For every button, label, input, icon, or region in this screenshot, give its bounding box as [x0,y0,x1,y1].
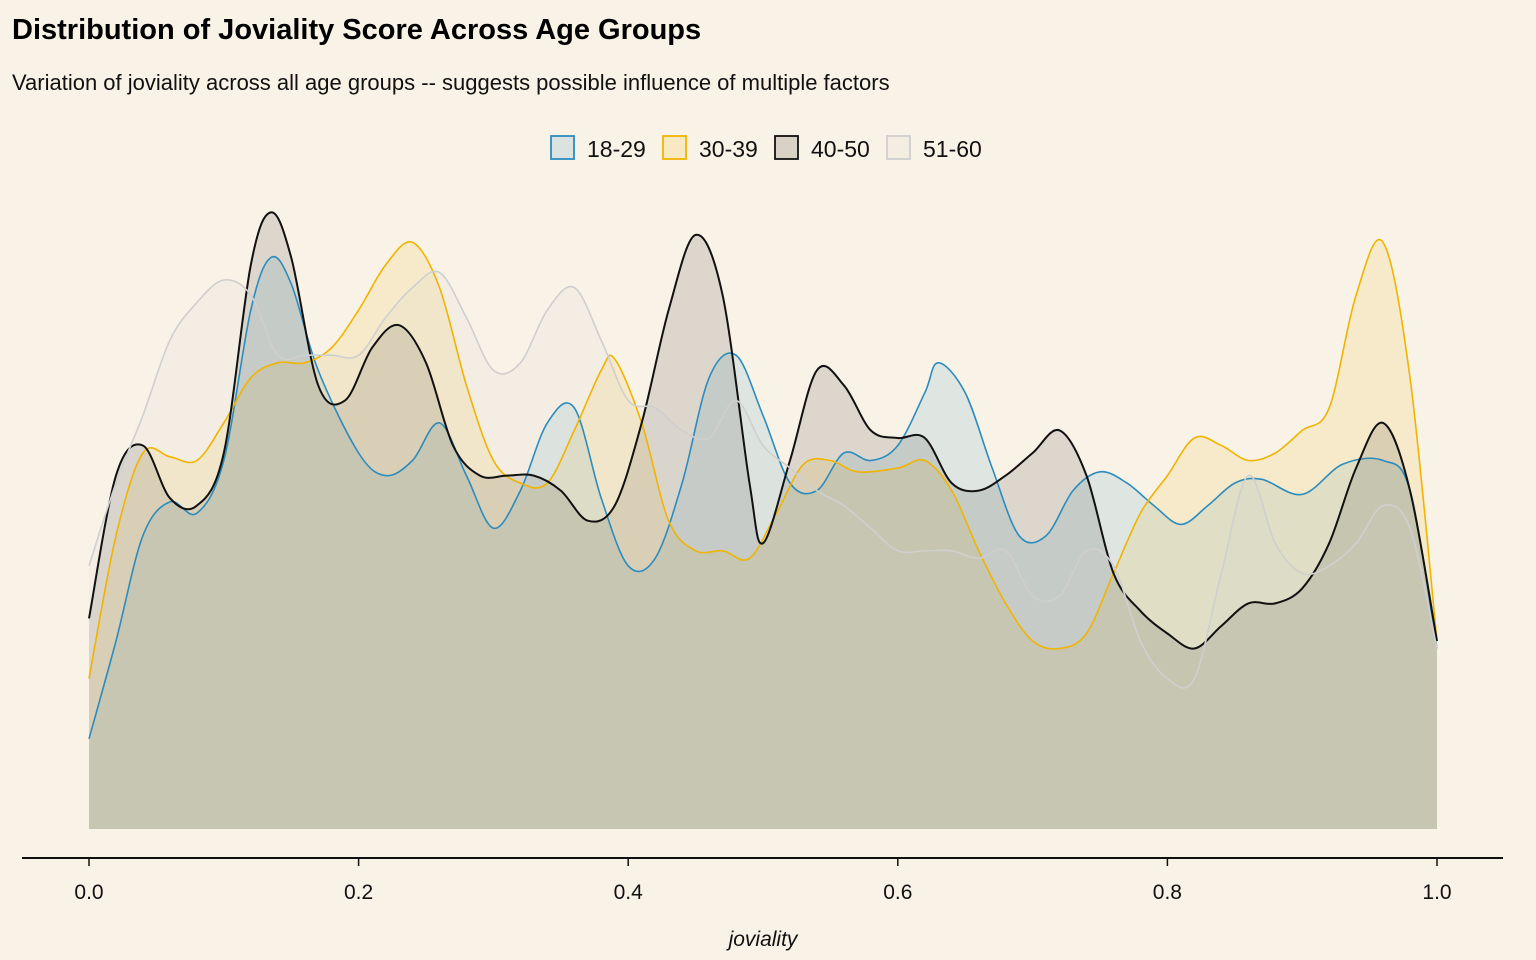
legend-swatch [550,135,575,160]
density-line-30-39 [88,239,1438,679]
x-tick-label: 0.0 [74,881,103,904]
legend-item-51-60: 51-60 [886,135,982,162]
x-tick-label: 1.0 [1422,881,1451,904]
legend-label: 40-50 [811,136,870,162]
x-tick-label: 0.4 [614,881,644,904]
density-line-51-60 [88,270,1438,689]
legend-label: 51-60 [923,136,982,162]
legend-swatch [886,135,911,160]
density-areas [88,211,1438,830]
chart-title: Distribution of Joviality Score Across A… [12,14,702,46]
density-area-30-39 [89,239,1437,830]
legend-swatch [774,135,799,160]
legend-item-18-29: 18-29 [550,135,646,162]
legend-item-30-39: 30-39 [662,135,758,162]
legend: 18-29 30-39 40-50 51-60 [550,135,982,162]
legend-label: 30-39 [699,136,758,162]
x-tick-label: 0.6 [883,881,912,904]
x-tick-label: 0.8 [1153,881,1182,904]
density-area-40-50 [89,212,1437,829]
x-axis: 0.0 0.2 0.4 0.6 0.8 1.0 [22,857,1503,904]
legend-swatch [662,135,687,160]
chart-subtitle: Variation of joviality across all age gr… [12,70,890,95]
x-axis-title: joviality [726,928,799,951]
density-area-51-60 [89,271,1437,830]
legend-item-40-50: 40-50 [774,135,870,162]
legend-label: 18-29 [587,136,646,162]
x-tick-label: 0.2 [344,881,373,904]
